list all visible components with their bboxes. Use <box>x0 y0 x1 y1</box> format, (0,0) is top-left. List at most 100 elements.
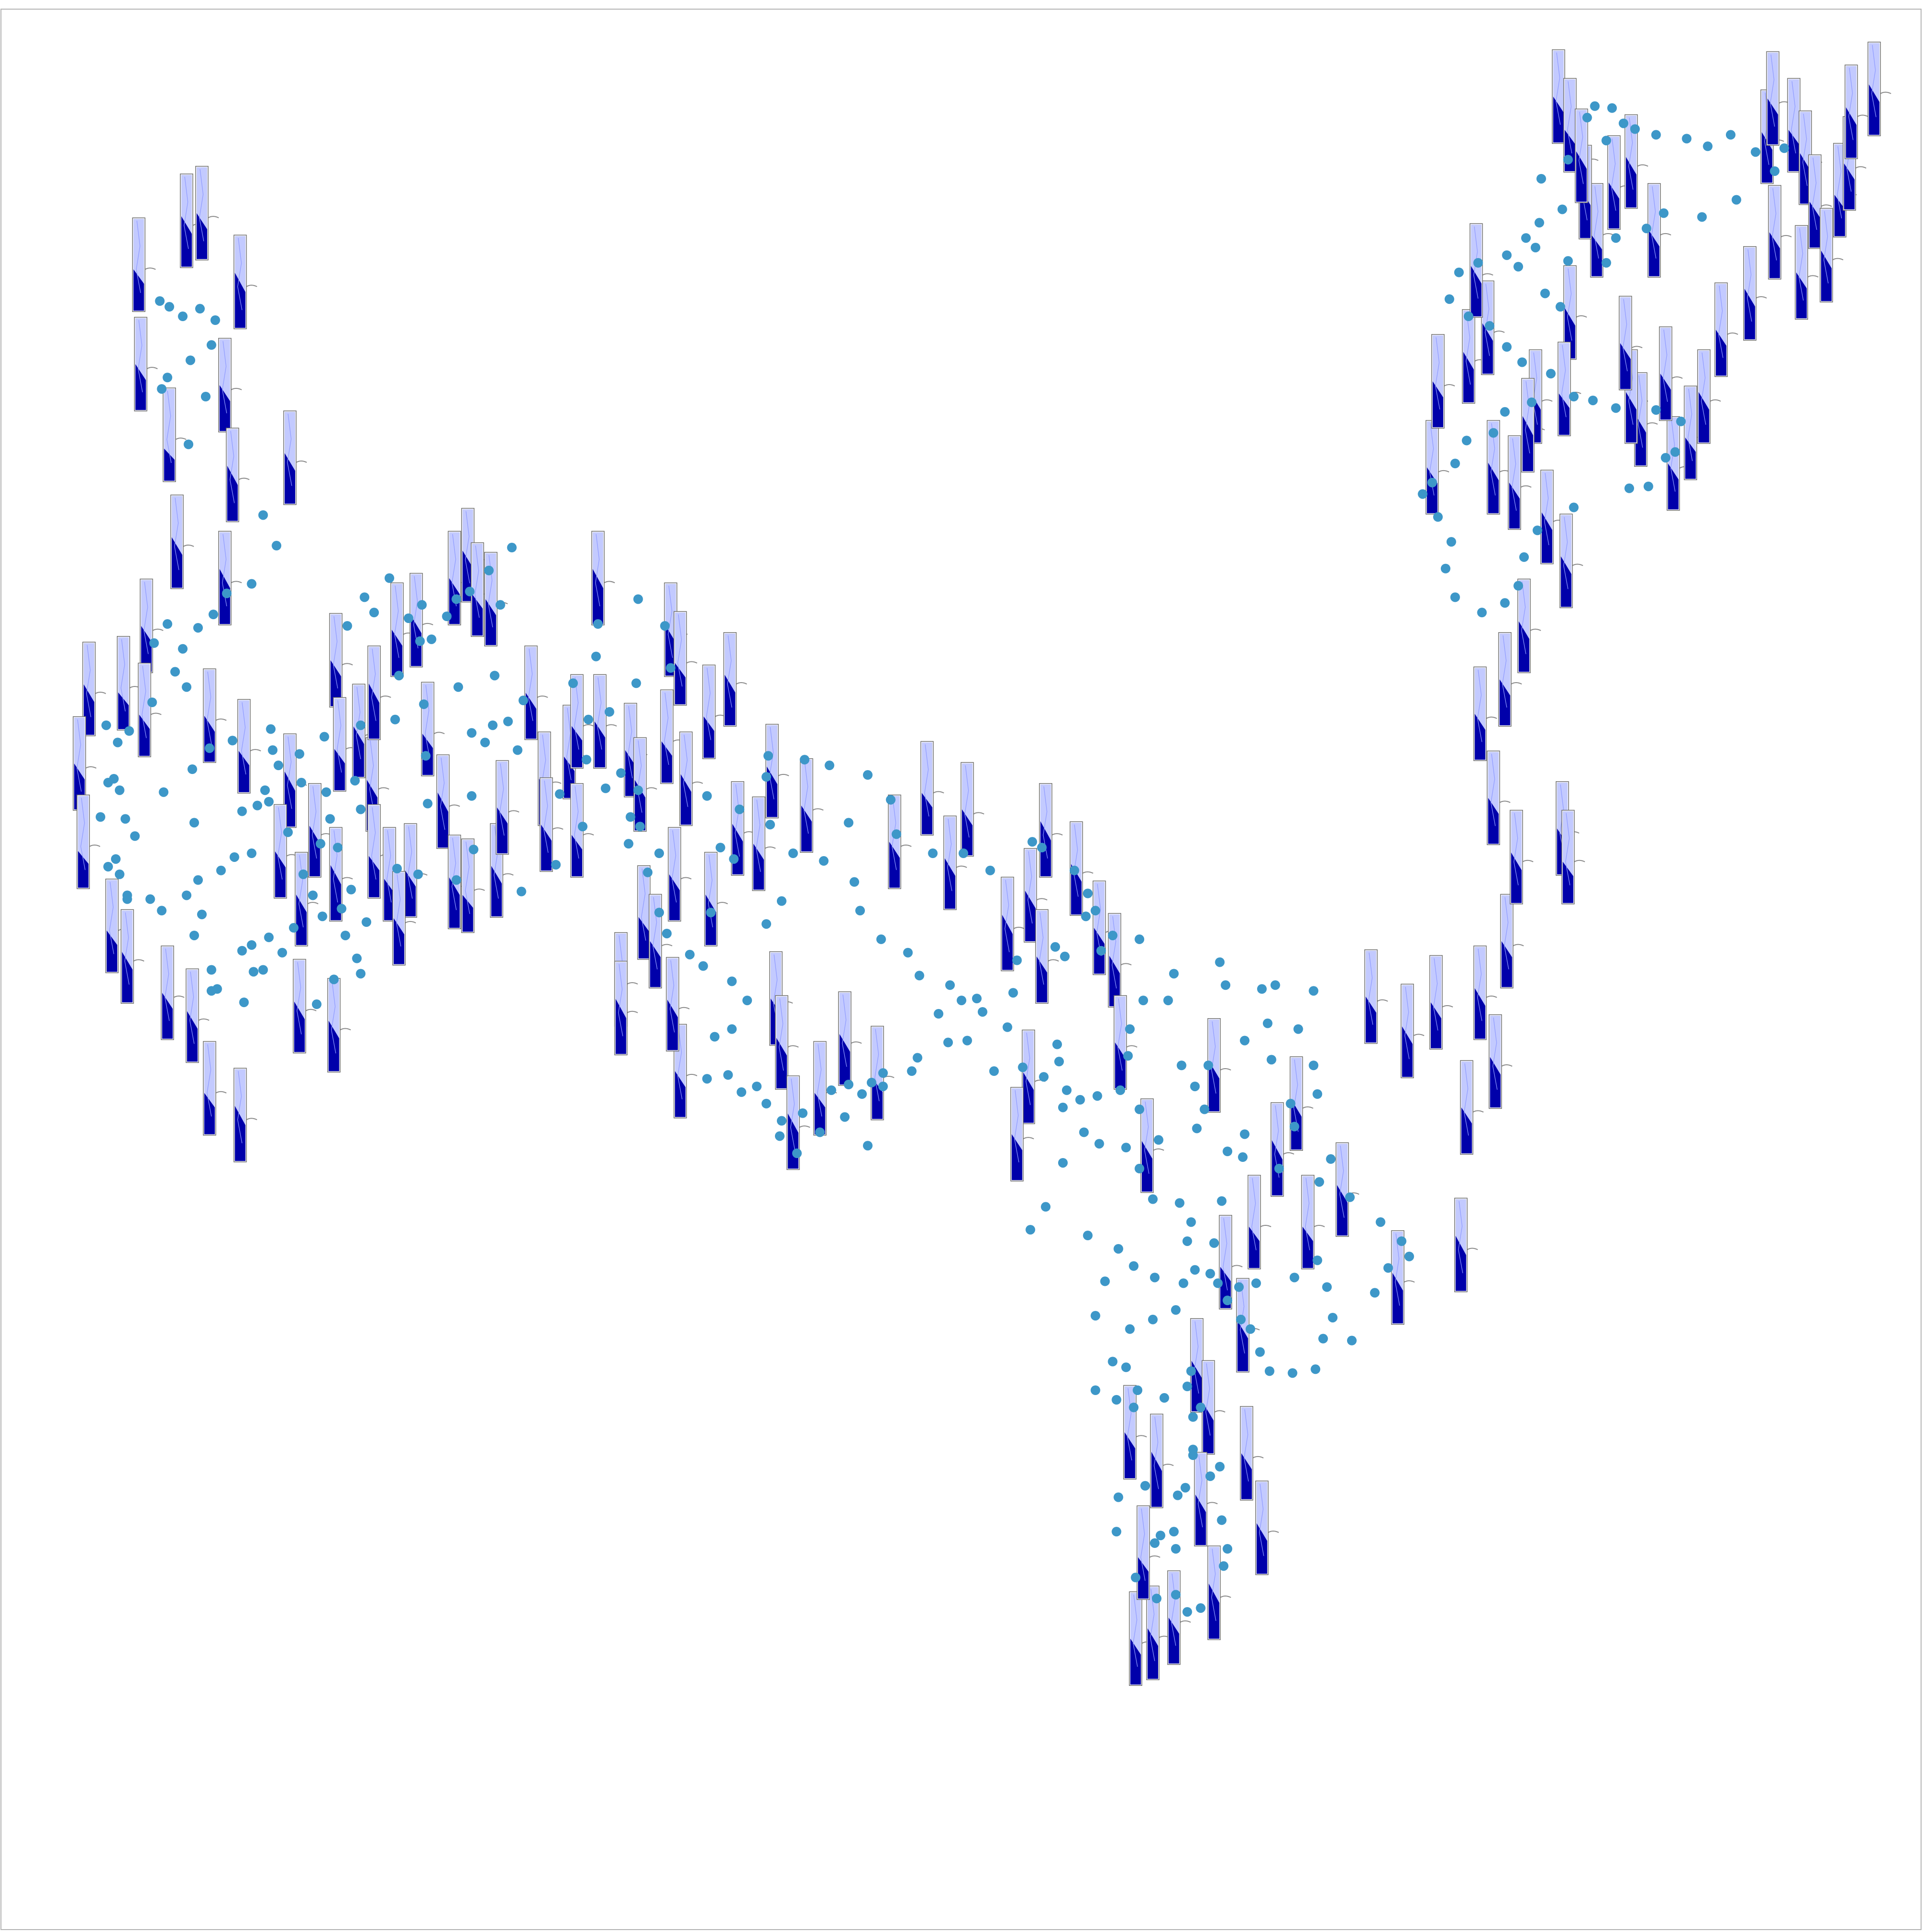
leader-line <box>1710 400 1721 401</box>
data-point <box>1111 1527 1121 1536</box>
image-thumbnail <box>1011 1087 1023 1181</box>
data-point <box>392 864 402 873</box>
leader-line <box>1284 1153 1294 1154</box>
image-thumbnail <box>540 778 552 872</box>
data-point <box>318 911 327 921</box>
data-point <box>195 304 205 313</box>
data-point <box>1093 1091 1102 1101</box>
data-point <box>157 906 166 915</box>
leader-line <box>1136 1435 1147 1437</box>
image-thumbnail <box>1108 913 1121 1007</box>
data-point <box>798 1109 808 1118</box>
data-point <box>145 894 155 904</box>
data-point <box>1536 174 1546 184</box>
data-point <box>189 931 199 940</box>
data-point <box>777 1116 787 1126</box>
data-point <box>186 355 195 365</box>
data-point <box>394 671 404 680</box>
leader-line <box>474 889 485 890</box>
data-point <box>1513 262 1523 272</box>
leader-line <box>1647 423 1658 424</box>
image-thumbnail <box>274 805 287 898</box>
leader-line <box>250 749 261 751</box>
image-thumbnail <box>674 611 687 705</box>
data-point <box>1150 1272 1160 1282</box>
data-point <box>1025 1225 1035 1234</box>
data-point <box>1293 1024 1303 1034</box>
data-point <box>228 736 237 746</box>
data-point <box>121 814 130 823</box>
image-thumbnail <box>592 531 604 625</box>
leader-line <box>1023 1137 1034 1139</box>
data-point <box>1607 103 1617 113</box>
data-point <box>1171 1305 1181 1315</box>
data-point <box>1223 1544 1232 1554</box>
data-point <box>467 791 476 801</box>
data-point <box>1173 1491 1183 1500</box>
data-point <box>1563 155 1573 164</box>
data-point <box>1133 1385 1142 1395</box>
image-thumbnail <box>161 946 174 1040</box>
image-thumbnail <box>1470 224 1483 317</box>
leader-line <box>145 268 156 269</box>
data-point <box>765 820 775 829</box>
data-point <box>1500 598 1510 608</box>
leader-line <box>174 996 184 997</box>
image-thumbnail <box>1426 421 1438 514</box>
data-point <box>1651 130 1661 139</box>
data-point <box>1081 911 1091 921</box>
data-point <box>643 868 652 877</box>
data-point <box>1079 1127 1089 1137</box>
data-point <box>264 797 274 807</box>
data-point <box>1240 1129 1249 1139</box>
data-point <box>268 745 277 755</box>
leader-line <box>662 945 672 946</box>
data-point <box>1115 1085 1125 1095</box>
data-point <box>863 1141 873 1150</box>
data-point <box>957 996 966 1005</box>
image-thumbnail <box>1715 283 1727 376</box>
leader-line <box>340 1029 351 1030</box>
data-point <box>417 600 427 610</box>
leader-line <box>1542 400 1552 401</box>
image-thumbnail <box>668 827 681 921</box>
data-point <box>1326 1154 1336 1164</box>
image-thumbnail <box>226 428 239 522</box>
data-point <box>878 1068 888 1078</box>
leader-line <box>1268 1531 1279 1533</box>
data-point <box>716 843 725 852</box>
data-point <box>1546 369 1556 378</box>
image-thumbnail <box>1619 296 1632 390</box>
leader-line <box>604 581 615 583</box>
leader-line <box>1727 333 1738 335</box>
leader-line <box>1180 1621 1191 1622</box>
data-point <box>1037 843 1047 852</box>
image-thumbnail <box>496 760 509 854</box>
leader-line <box>405 922 416 923</box>
leader-line <box>1207 1502 1218 1504</box>
image-thumbnail <box>775 996 788 1089</box>
data-point <box>1582 113 1592 123</box>
data-point <box>1213 1278 1223 1288</box>
data-point <box>1027 837 1037 847</box>
data-point <box>1450 459 1460 468</box>
data-point <box>230 852 239 862</box>
image-thumbnail <box>352 684 365 778</box>
data-point <box>1083 1231 1093 1240</box>
data-point <box>193 623 203 633</box>
image-thumbnail <box>1240 1407 1253 1500</box>
data-point <box>1312 1089 1322 1099</box>
data-point <box>329 974 339 984</box>
data-point <box>1445 294 1454 304</box>
data-point <box>362 917 371 927</box>
data-point <box>959 848 968 858</box>
data-point <box>297 778 306 787</box>
leader-line <box>1672 377 1683 378</box>
data-point <box>1485 321 1494 331</box>
data-point <box>1171 1590 1181 1599</box>
data-point <box>849 877 859 887</box>
data-point <box>1052 1040 1062 1049</box>
data-point <box>1238 1152 1248 1162</box>
data-point <box>1450 592 1460 602</box>
